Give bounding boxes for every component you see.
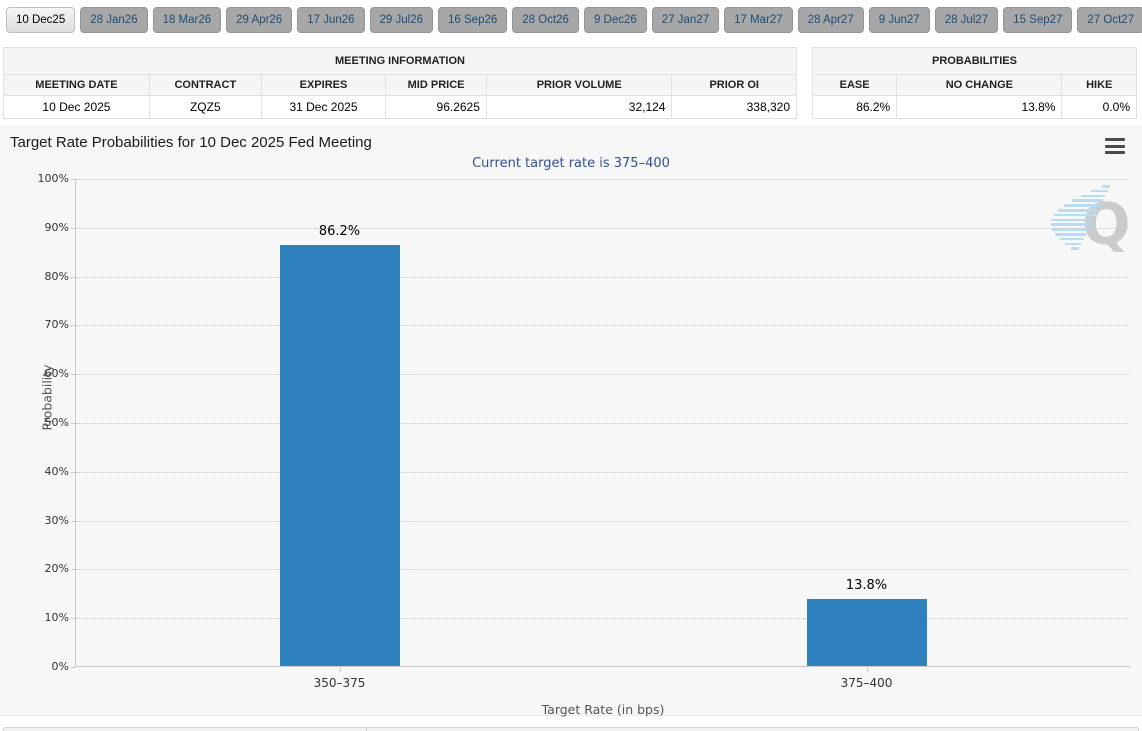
chart-subtitle: Current target rate is 375–400 [472, 156, 670, 171]
y-axis-tick [71, 227, 75, 229]
x-axis-tick [866, 667, 868, 672]
y-axis-tick-label: 90% [44, 220, 69, 234]
x-axis-title: Target Rate (in bps) [541, 702, 665, 717]
y-gridline [76, 227, 1130, 229]
meeting-tab[interactable]: 27 Oct27 [1077, 7, 1142, 33]
meeting-information-table: MEETING INFORMATION MEETING DATE CONTRAC… [3, 47, 797, 119]
y-axis-tick-label: 40% [44, 464, 69, 478]
y-axis-tick [71, 618, 75, 620]
meeting-tab[interactable]: 9 Dec26 [583, 7, 647, 33]
y-axis-tick-label: 30% [44, 513, 69, 527]
meeting-date-value: 10 Dec 2025 [3, 95, 150, 119]
y-axis-tick-label: 10% [44, 611, 69, 625]
probability-bar [279, 245, 400, 666]
prior-volume-value: 32,124 [485, 95, 673, 119]
y-axis-tick [71, 569, 75, 571]
meeting-info-row: 10 Dec 2025 ZQZ5 31 Dec 2025 96.2625 32,… [3, 95, 797, 119]
col-no-change: NO CHANGE [896, 74, 1063, 96]
y-axis-tick [71, 325, 75, 327]
meeting-tab[interactable]: 28 Apr27 [797, 7, 864, 33]
meeting-tab[interactable]: 15 Sep27 [1003, 7, 1073, 33]
bar-data-label: 86.2% [318, 224, 361, 240]
hike-value: 0.0% [1061, 95, 1137, 119]
y-axis-tick [71, 667, 75, 668]
meeting-tab[interactable]: 17 Jun26 [297, 7, 365, 33]
col-mid-price: MID PRICE [385, 74, 487, 96]
y-axis-tick [71, 374, 75, 376]
contract-value: ZQZ5 [148, 95, 262, 119]
meeting-tab[interactable]: 28 Jul27 [934, 7, 999, 33]
x-category-label: 375–400 [840, 676, 893, 690]
y-axis-tick-label: 70% [44, 318, 69, 332]
probabilities-row: 86.2% 13.8% 0.0% [811, 95, 1137, 119]
y-axis-tick [71, 179, 75, 180]
hamburger-menu-icon[interactable] [1105, 138, 1125, 154]
col-meeting-date: MEETING DATE [3, 74, 150, 96]
y-gridline [76, 423, 1130, 424]
y-axis-tick [71, 423, 75, 424]
y-gridline [76, 325, 1130, 327]
x-axis-tick [339, 667, 341, 672]
fedwatch-chart-panel: Target Rate Probabilities for 10 Dec 202… [0, 126, 1142, 717]
y-gridline [76, 276, 1130, 278]
meeting-tab[interactable]: 9 Jun27 [868, 7, 930, 33]
col-hike: HIKE [1061, 74, 1137, 96]
y-gridline [76, 569, 1130, 571]
y-gridline [76, 520, 1130, 522]
y-gridline [76, 471, 1130, 473]
y-axis-tick [71, 276, 75, 278]
meeting-tab[interactable]: 28 Jan26 [80, 7, 148, 33]
probability-bar [806, 598, 927, 666]
y-axis-tick-label: 100% [37, 172, 69, 185]
meeting-tab[interactable]: 27 Jan27 [651, 7, 720, 33]
no-change-value: 13.8% [896, 95, 1063, 119]
next-table-fragment [3, 727, 1139, 731]
summary-tables: MEETING INFORMATION MEETING DATE CONTRAC… [3, 47, 1137, 119]
y-axis-tick-label: 80% [44, 269, 69, 283]
x-category-label: 350–375 [313, 676, 366, 690]
probabilities-table: PROBABILITIES EASE NO CHANGE HIKE 86.2% … [811, 47, 1137, 119]
col-prior-oi: PRIOR OI [671, 74, 797, 96]
y-axis-tick [71, 520, 75, 522]
col-expires: EXPIRES [260, 74, 387, 96]
next-table-column-divider [366, 728, 367, 731]
mid-price-value: 96.2625 [385, 95, 487, 119]
meeting-tab[interactable]: 10 Dec25 [6, 7, 76, 33]
prior-oi-value: 338,320 [671, 95, 797, 119]
y-gridline [76, 618, 1130, 620]
meeting-tab[interactable]: 17 Mar27 [724, 7, 793, 33]
y-axis-tick-label: 20% [44, 562, 69, 576]
meeting-tab[interactable]: 28 Oct26 [512, 7, 579, 33]
meeting-tab[interactable]: 18 Mar26 [152, 7, 222, 33]
expires-value: 31 Dec 2025 [260, 95, 387, 119]
plot-area: Probability Target Rate (in bps) 0% 10% 20… [38, 172, 1130, 717]
col-contract: CONTRACT [148, 74, 262, 96]
meeting-info-group-header: MEETING INFORMATION [3, 47, 797, 75]
meeting-tab-bar: 10 Dec25 28 Jan26 18 Mar26 29 Apr26 17 Jun26… [0, 0, 1142, 33]
y-gridline [76, 374, 1130, 376]
chart-title: Target Rate Probabilities for 10 Dec 202… [10, 134, 372, 151]
y-axis-tick-label: 0% [51, 660, 69, 673]
y-axis-tick [71, 471, 75, 473]
y-axis-tick-label: 60% [44, 367, 69, 381]
col-ease: EASE [811, 74, 898, 96]
meeting-tab[interactable]: 29 Apr26 [226, 7, 293, 33]
bar-data-label: 13.8% [845, 577, 888, 593]
col-prior-volume: PRIOR VOLUME [485, 74, 673, 96]
y-gridline [76, 179, 1130, 180]
meeting-tab[interactable]: 29 Jul26 [369, 7, 434, 33]
y-axis-tick-label: 50% [44, 416, 69, 429]
meeting-tab[interactable]: 16 Sep26 [438, 7, 508, 33]
probabilities-group-header: PROBABILITIES [812, 47, 1137, 75]
ease-value: 86.2% [811, 95, 898, 119]
